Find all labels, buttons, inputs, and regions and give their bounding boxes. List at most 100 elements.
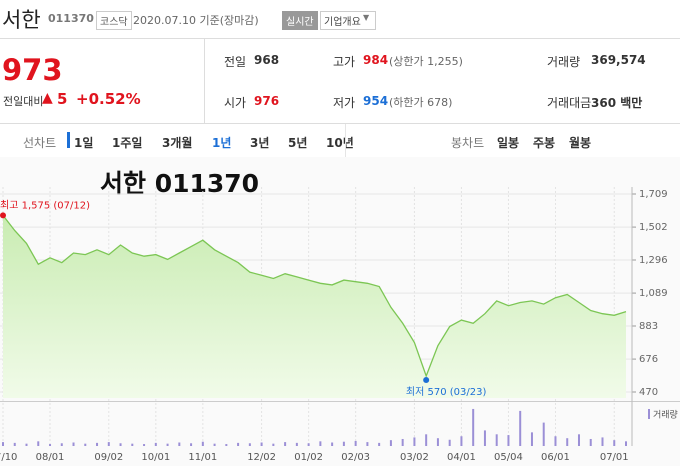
company-info-button[interactable]: 기업개요 xyxy=(320,11,376,30)
volume-bar xyxy=(131,443,134,446)
volume-bar xyxy=(166,443,169,446)
volume-bar xyxy=(342,441,345,446)
volume-bar xyxy=(401,438,404,446)
volume-bar xyxy=(519,410,522,446)
candle-tab[interactable]: 일봉 xyxy=(497,136,520,150)
x-tick-label: 07/01 xyxy=(600,452,629,463)
y-tick-label: 470 xyxy=(639,387,658,398)
annotation: 최고 1,575 (07/12) xyxy=(0,199,90,211)
date: 2020.07.10 기준(장마감) xyxy=(133,14,259,27)
volume-bar xyxy=(13,442,16,446)
company-info-label: 기업개요 xyxy=(324,17,361,28)
stat-value: 968 xyxy=(254,53,280,67)
period-tab[interactable]: 3개월 xyxy=(162,136,193,150)
stat-label: 저가 xyxy=(333,96,356,110)
up-arrow: ▲ xyxy=(42,90,53,106)
period-tab[interactable]: 5년 xyxy=(288,136,308,150)
volume-bar xyxy=(178,442,181,446)
area xyxy=(3,215,626,398)
annotation: 최저 570 (03/23) xyxy=(406,386,487,398)
candle-tab[interactable]: 주봉 xyxy=(533,136,556,150)
divider xyxy=(204,39,205,123)
volume-bar xyxy=(319,441,322,446)
tab-label: 봉차트 xyxy=(451,136,485,150)
volume-bar xyxy=(378,442,381,446)
x-tick-label: 12/02 xyxy=(247,452,276,463)
volume-bar xyxy=(2,442,4,446)
period-tab[interactable]: 3년 xyxy=(250,136,270,150)
volume-bar xyxy=(448,439,451,446)
x-tick-label: 02/03 xyxy=(341,452,370,463)
x-tick-label: 05/04 xyxy=(494,452,523,463)
volume-bar xyxy=(213,443,216,446)
volume-bar xyxy=(49,444,52,446)
volume-bar xyxy=(119,443,122,446)
volume-bar xyxy=(425,434,428,446)
volume-bar xyxy=(389,440,392,446)
header: 서한 011370 코스닥 2020.07.10 기준(장마감) 실시간 기업개… xyxy=(0,0,680,39)
volume-bar xyxy=(354,440,357,446)
volume-bar xyxy=(542,422,545,446)
volume-bar xyxy=(248,443,251,446)
volume-bar xyxy=(472,408,475,446)
chart-title: 서한 011370 xyxy=(100,169,259,198)
volume-bar xyxy=(366,442,369,446)
volume-bar xyxy=(284,442,287,446)
period-tab[interactable]: 10년 xyxy=(326,136,354,150)
volume-bar xyxy=(483,430,486,446)
volume-bar xyxy=(530,432,533,446)
period-tab[interactable]: 1주일 xyxy=(112,136,143,150)
stat-label: 거래대금 xyxy=(547,96,592,110)
x-tick-label: 06/01 xyxy=(541,452,570,463)
tab-marker xyxy=(67,132,70,148)
divider xyxy=(345,124,346,157)
y-tick-label: 1,502 xyxy=(639,222,668,233)
stat-value: 976 xyxy=(254,94,280,108)
x-tick-label: 07/10 xyxy=(0,452,17,463)
volume-bar xyxy=(260,442,263,446)
volume-bar xyxy=(413,437,416,446)
change: 5 xyxy=(57,90,68,108)
stat-value: 954 xyxy=(363,94,389,108)
x-tick-label: 11/01 xyxy=(188,452,217,463)
volume-bar xyxy=(143,444,146,446)
stock-code: 011370 xyxy=(48,12,94,25)
period-tab[interactable]: 1일 xyxy=(74,136,94,150)
volume-bar xyxy=(107,442,110,446)
realtime-button[interactable]: 실시간 xyxy=(282,11,318,30)
volume-bar xyxy=(307,443,310,446)
volume-bar xyxy=(225,444,228,446)
volume-bar xyxy=(154,442,157,446)
volume-bar xyxy=(566,438,569,446)
x-tick-label: 04/01 xyxy=(447,452,476,463)
volume-bar xyxy=(190,443,193,446)
candle-tab[interactable]: 월봉 xyxy=(569,136,592,150)
dropdown-arrow: ▼ xyxy=(363,13,370,22)
volume-bar xyxy=(460,436,463,446)
legend-swatch xyxy=(648,409,650,419)
y-tick-label: 1,296 xyxy=(639,255,668,266)
stat-label: 거래량 xyxy=(547,55,581,69)
price-line xyxy=(2,215,627,378)
market-badge: 코스닥 xyxy=(96,11,132,30)
panel-divider xyxy=(0,401,680,402)
stat-value: 984 xyxy=(363,53,389,67)
volume-bar xyxy=(25,443,28,446)
volume-bar xyxy=(84,443,87,446)
price: 973 xyxy=(2,53,63,87)
volume-bar xyxy=(201,441,204,446)
volume-bar xyxy=(613,440,616,446)
y-tick-label: 1,089 xyxy=(639,288,668,299)
volume-bar xyxy=(554,436,557,446)
extreme-marker xyxy=(0,212,6,219)
x-tick-label: 03/02 xyxy=(400,452,429,463)
stat-label: 시가 xyxy=(224,96,247,110)
change-label: 전일대비 xyxy=(3,95,44,108)
tab-label: 선차트 xyxy=(23,136,57,150)
volume-bar xyxy=(60,443,63,446)
volume-bar xyxy=(507,435,510,446)
period-tab[interactable]: 1년 xyxy=(212,136,232,150)
stat-label: 고가 xyxy=(333,55,356,69)
volume-bar xyxy=(96,442,99,446)
legend-label: 거래량 xyxy=(653,409,678,421)
